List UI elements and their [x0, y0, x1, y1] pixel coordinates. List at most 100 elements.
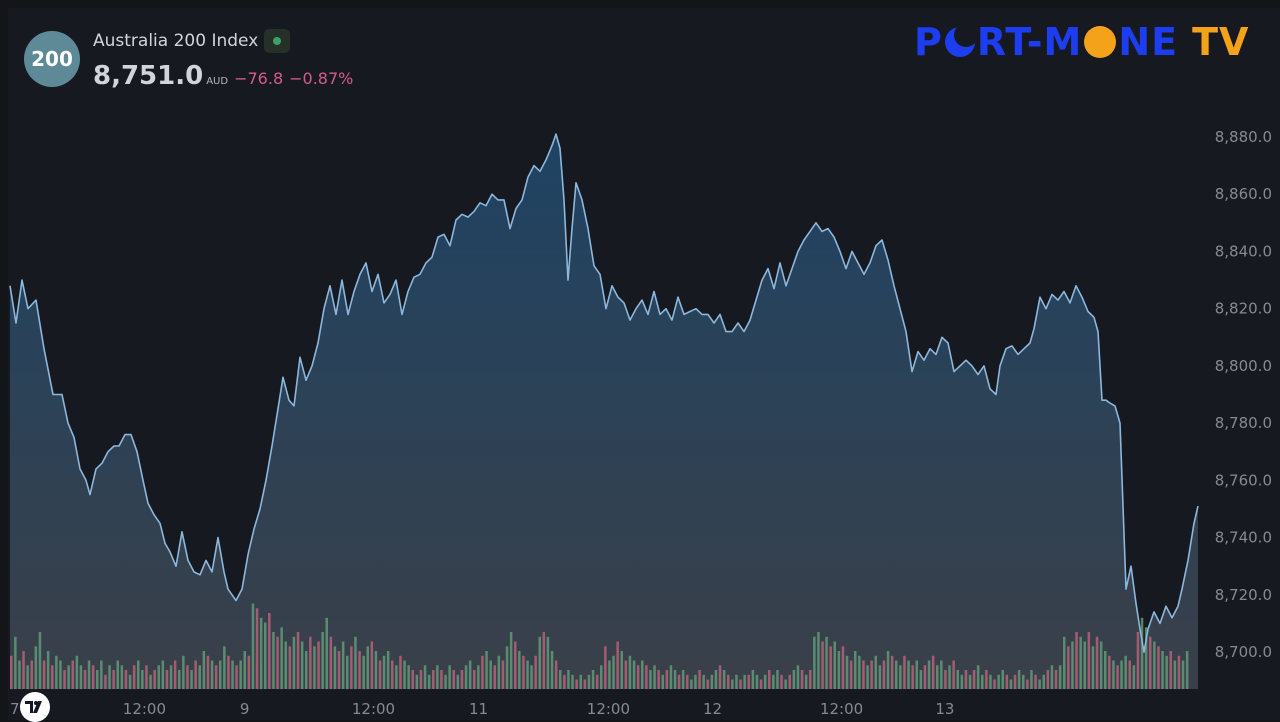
volume-bar [784, 679, 787, 689]
volume-bar [505, 646, 509, 690]
volume-bar [444, 674, 447, 690]
volume-bar [468, 660, 472, 689]
volume-bar [616, 641, 619, 689]
volume-bar [854, 651, 857, 689]
volume-bar [686, 674, 689, 690]
volume-bar [780, 674, 783, 690]
volume-bar [567, 670, 570, 689]
volume-bar [927, 660, 931, 689]
volume-bar [759, 679, 763, 689]
volume-bar [362, 655, 365, 690]
volume-bar [317, 641, 320, 689]
y-axis-label: 8,700.0 [1215, 643, 1272, 661]
volume-bar [1161, 651, 1164, 689]
volume-bar [952, 660, 955, 689]
volume-bar [96, 670, 99, 689]
volume-bar [407, 665, 410, 690]
volume-bar [247, 655, 251, 690]
volume-bar [956, 670, 959, 689]
volume-bar [194, 660, 197, 689]
volume-bar [907, 660, 910, 689]
volume-bar [460, 670, 464, 689]
volume-bar [489, 660, 492, 689]
tradingview-logo-icon[interactable] [20, 692, 50, 722]
volume-bar [669, 665, 673, 690]
volume-bar [870, 660, 873, 689]
volume-bar [841, 646, 845, 690]
volume-bar [30, 660, 33, 689]
price-area-fill [10, 134, 1198, 690]
volume-bar [698, 670, 701, 689]
volume-bar [1136, 632, 1140, 689]
volume-bar [911, 665, 914, 690]
volume-bar [321, 632, 324, 689]
volume-bar [608, 660, 611, 689]
volume-bar [583, 679, 587, 689]
volume-bar [341, 641, 345, 689]
symbol-badge[interactable]: 200 [24, 31, 80, 87]
volume-bar [858, 655, 861, 690]
volume-bar [202, 651, 206, 689]
volume-bar [981, 674, 984, 690]
volume-bar [104, 674, 107, 690]
volume-bar [399, 655, 402, 690]
volume-bar [415, 674, 419, 690]
volume-bar [292, 636, 296, 690]
volume-bar [792, 670, 796, 689]
volume-bar [1108, 655, 1111, 690]
volume-bar [653, 665, 656, 690]
volume-bar [1083, 641, 1086, 689]
volume-bar [1005, 674, 1009, 690]
volume-bar [960, 674, 964, 690]
volume-bar [600, 665, 603, 690]
volume-bar [976, 665, 980, 690]
volume-bar [1124, 655, 1127, 690]
volume-bar [452, 670, 455, 689]
volume-bar [919, 670, 923, 689]
market-status-indicator[interactable] [264, 29, 290, 53]
volume-bar [628, 655, 632, 690]
volume-bar [714, 670, 718, 689]
volume-bar [1112, 660, 1115, 689]
volume-bar [636, 665, 640, 690]
volume-bar [788, 674, 791, 690]
volume-bar [227, 655, 230, 690]
volume-bar [1140, 617, 1144, 690]
volume-bar [1185, 651, 1189, 689]
volume-bar [427, 674, 431, 690]
volume-bar [477, 665, 480, 690]
volume-bar [1181, 660, 1185, 689]
y-axis-label: 8,740.0 [1215, 529, 1272, 547]
volume-bar [481, 655, 484, 690]
x-axis-label: 12:00 [587, 700, 630, 718]
volume-bar [1071, 641, 1074, 689]
volume-bar [55, 655, 58, 690]
volume-bar [1013, 674, 1017, 690]
volume-bar [972, 670, 976, 689]
volume-bar [206, 655, 210, 690]
volume-bar [518, 651, 521, 689]
x-axis-label: 11 [469, 700, 488, 718]
price-line[interactable] [9, 133, 1199, 653]
moon-icon [944, 23, 978, 57]
volume-bar [538, 636, 541, 690]
volume-bar [333, 646, 337, 690]
x-axis-label: 12:00 [123, 700, 166, 718]
volume-bar [595, 674, 599, 690]
volume-bar [370, 641, 374, 689]
volume-bar [632, 660, 636, 689]
volume-bar [739, 679, 742, 689]
volume-bar [1050, 665, 1054, 690]
volume-bar [694, 674, 697, 690]
volume-bar [419, 670, 423, 689]
symbol-name[interactable]: Australia 200 Index [93, 31, 259, 51]
volume-bar [1132, 665, 1136, 690]
volume-bar [243, 651, 246, 689]
volume-bar [501, 660, 505, 689]
volume-bar [153, 670, 156, 689]
volume-bar [1017, 670, 1021, 689]
volume-bar [1128, 660, 1131, 689]
volume-bar [718, 665, 722, 690]
volume-bar [350, 646, 353, 690]
